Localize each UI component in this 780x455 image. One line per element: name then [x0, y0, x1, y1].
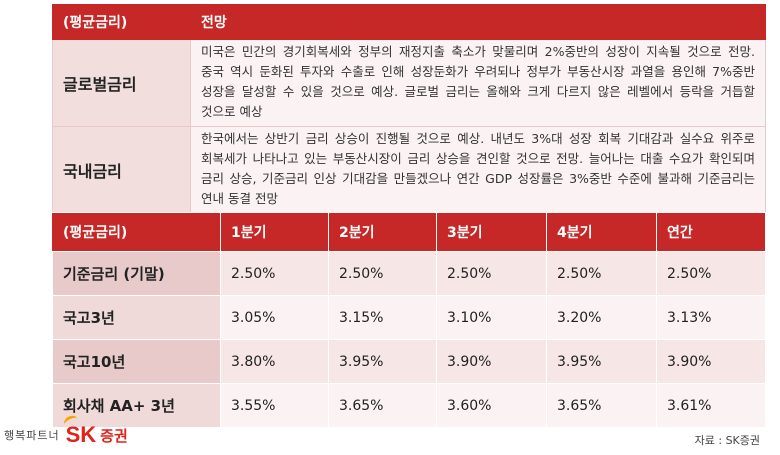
- rate-value: 3.15%: [328, 295, 437, 340]
- sk-securities-logo: 행복파트너 SK 증권: [4, 413, 128, 450]
- brand-name: 증권: [100, 426, 128, 445]
- outlook-table: (평균금리) 전망 글로벌금리 미국은 민간의 경기회복세와 정부의 재정지출 …: [52, 4, 766, 214]
- table-row: 국고10년 3.80% 3.95% 3.90% 3.95% 3.90%: [52, 339, 766, 384]
- rate-value: 3.10%: [436, 295, 547, 340]
- rates-header-row: (평균금리) 1분기 2분기 3분기 4분기 연간: [52, 212, 766, 252]
- rate-value: 2.50%: [436, 251, 547, 296]
- rates-row-label: 기준금리 (기말): [52, 251, 221, 296]
- rates-header-category: (평균금리): [52, 212, 221, 252]
- outlook-header-row: (평균금리) 전망: [52, 4, 766, 40]
- table-row: 회사채 AA+ 3년 3.55% 3.65% 3.60% 3.65% 3.61%: [52, 383, 766, 428]
- rates-header-q1: 1분기: [220, 212, 329, 252]
- outlook-label-global: 글로벌금리: [52, 39, 191, 127]
- rates-header-q3: 3분기: [436, 212, 547, 252]
- brand-sk-text: SK: [65, 422, 97, 447]
- rate-value: 3.55%: [220, 383, 329, 428]
- rate-value: 3.05%: [220, 295, 329, 340]
- rates-table: (평균금리) 1분기 2분기 3분기 4분기 연간 기준금리 (기말) 2.50…: [52, 212, 766, 428]
- table-row: 국고3년 3.05% 3.15% 3.10% 3.20% 3.13%: [52, 295, 766, 340]
- rate-value: 2.50%: [656, 251, 766, 296]
- rates-row-label: 회사채 AA+ 3년: [52, 383, 221, 428]
- rate-value: 3.65%: [328, 383, 437, 428]
- brand-sk-mark: SK: [61, 413, 97, 448]
- outlook-row-global: 글로벌금리 미국은 민간의 경기회복세와 정부의 재정지출 축소가 맞물리며 2…: [52, 39, 766, 127]
- rates-header-q2: 2분기: [328, 212, 437, 252]
- rate-value: 3.95%: [546, 339, 657, 384]
- outlook-text-domestic: 한국에서는 상반기 금리 상승이 진행될 것으로 예상. 내년도 3%대 성장 …: [190, 126, 766, 214]
- rate-value: 3.95%: [328, 339, 437, 384]
- rate-value: 3.80%: [220, 339, 329, 384]
- rate-value: 3.90%: [436, 339, 547, 384]
- rate-value: 3.20%: [546, 295, 657, 340]
- outlook-header-outlook: 전망: [190, 4, 766, 40]
- rates-row-label: 국고3년: [52, 295, 221, 340]
- rate-value: 3.61%: [656, 383, 766, 428]
- outlook-text-global: 미국은 민간의 경기회복세와 정부의 재정지출 축소가 맞물리며 2%중반의 성…: [190, 39, 766, 127]
- rates-row-label: 국고10년: [52, 339, 221, 384]
- rate-value: 2.50%: [328, 251, 437, 296]
- rate-value: 3.60%: [436, 383, 547, 428]
- table-row: 기준금리 (기말) 2.50% 2.50% 2.50% 2.50% 2.50%: [52, 251, 766, 296]
- outlook-row-domestic: 국내금리 한국에서는 상반기 금리 상승이 진행될 것으로 예상. 내년도 3%…: [52, 126, 766, 214]
- rate-value: 2.50%: [546, 251, 657, 296]
- rate-value: 2.50%: [220, 251, 329, 296]
- rates-header-q4: 4분기: [546, 212, 657, 252]
- rate-value: 3.13%: [656, 295, 766, 340]
- rates-header-annual: 연간: [656, 212, 766, 252]
- outlook-label-domestic: 국내금리: [52, 126, 191, 214]
- rate-value: 3.65%: [546, 383, 657, 428]
- brand-tagline: 행복파트너: [4, 429, 60, 442]
- source-note: 자료 : SK증권: [694, 434, 760, 447]
- rate-value: 3.90%: [656, 339, 766, 384]
- outlook-header-category: (평균금리): [52, 4, 191, 40]
